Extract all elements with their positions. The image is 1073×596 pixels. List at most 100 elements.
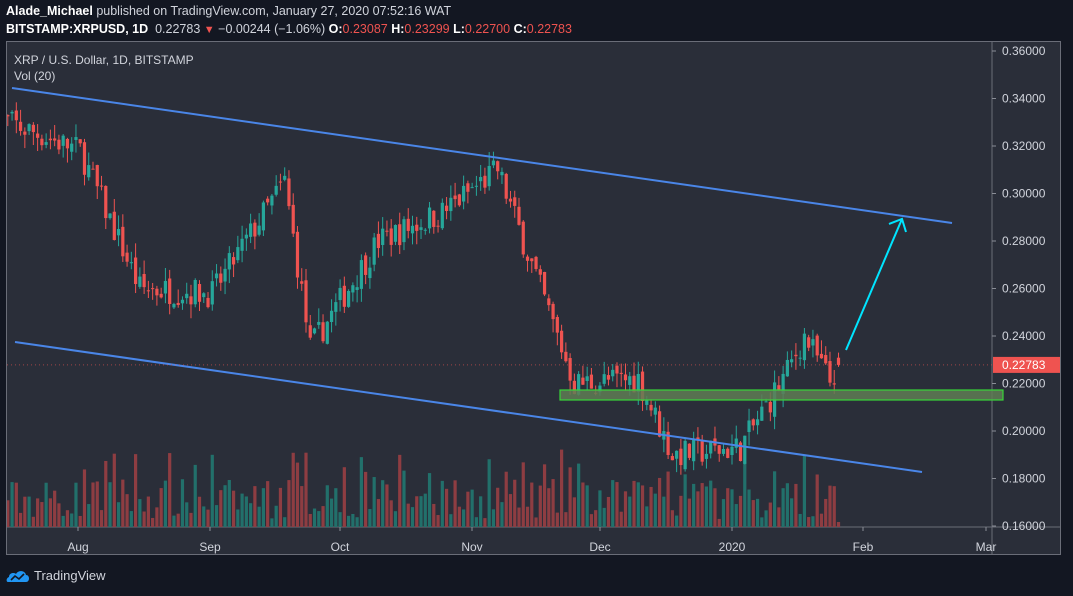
volume-bar bbox=[555, 512, 559, 527]
volume-bar bbox=[419, 496, 423, 527]
volume-bar bbox=[193, 464, 197, 527]
volume-bar bbox=[338, 512, 342, 527]
candle-body bbox=[312, 328, 317, 334]
volume-bar bbox=[334, 488, 338, 527]
volume-bar bbox=[721, 499, 726, 527]
candle-body bbox=[355, 287, 359, 290]
volume-bar bbox=[619, 511, 623, 527]
volume-bar bbox=[219, 490, 223, 527]
candle-body bbox=[687, 443, 691, 458]
volume-bar bbox=[14, 482, 18, 527]
volume-bar bbox=[270, 518, 274, 527]
volume-bar bbox=[308, 513, 312, 527]
candle-body bbox=[560, 330, 564, 353]
candle-body bbox=[436, 225, 440, 227]
candle-body bbox=[423, 229, 427, 231]
volume-bar bbox=[738, 495, 743, 527]
candle-body bbox=[197, 284, 202, 302]
chart-frame[interactable] bbox=[6, 41, 1061, 555]
volume-bar bbox=[755, 498, 760, 527]
volume-bar bbox=[717, 518, 721, 527]
volume-bar bbox=[423, 493, 427, 527]
candle-body bbox=[457, 194, 461, 206]
volume-bar bbox=[168, 453, 172, 527]
candle-body bbox=[751, 419, 755, 426]
volume-bar bbox=[61, 515, 65, 527]
volume-bar bbox=[368, 509, 372, 527]
candle-body bbox=[640, 371, 645, 401]
volume-bar bbox=[713, 488, 717, 527]
candle-body bbox=[410, 225, 415, 234]
candle-body bbox=[65, 138, 70, 149]
high-label: H: bbox=[391, 22, 405, 36]
candle-body bbox=[398, 224, 402, 246]
volume-bar bbox=[278, 487, 283, 527]
candle-body bbox=[2, 117, 5, 120]
tradingview-cloud-icon bbox=[6, 570, 29, 582]
volume-bar bbox=[23, 496, 27, 527]
candle-body bbox=[764, 401, 768, 403]
volume-bar bbox=[151, 517, 155, 527]
candle-body bbox=[70, 143, 74, 152]
volume-bar bbox=[636, 482, 640, 527]
candle-body bbox=[202, 293, 206, 298]
support-zone[interactable] bbox=[559, 389, 1004, 401]
volume-bar bbox=[65, 510, 70, 527]
candle-body bbox=[359, 260, 363, 289]
volume-bar bbox=[40, 502, 44, 527]
candle-body bbox=[819, 353, 824, 359]
volume-bar bbox=[274, 505, 278, 527]
volume-bar bbox=[197, 496, 202, 527]
candle-body bbox=[534, 256, 538, 269]
candle-body bbox=[257, 225, 261, 235]
volume-bar bbox=[402, 470, 406, 527]
legend-volume: Vol (20) bbox=[14, 69, 56, 83]
volume-bar bbox=[287, 480, 291, 527]
volume-bar bbox=[623, 491, 628, 527]
volume-bar bbox=[798, 513, 802, 527]
volume-bar bbox=[653, 493, 657, 527]
candle-body bbox=[266, 198, 270, 203]
candle-body bbox=[432, 210, 436, 227]
candle-body bbox=[240, 238, 244, 251]
open-value: 0.23087 bbox=[342, 22, 388, 36]
channel-lower-line[interactable] bbox=[14, 341, 923, 473]
target-arrow-line[interactable] bbox=[845, 218, 903, 351]
volume-bar bbox=[675, 515, 679, 527]
low-value: 0.22700 bbox=[464, 22, 511, 36]
candle-body bbox=[48, 138, 52, 141]
volume-bar bbox=[312, 508, 317, 527]
time-tick-label: Aug bbox=[67, 540, 88, 554]
candle-body bbox=[508, 198, 513, 202]
tradingview-logo[interactable]: TradingView bbox=[6, 568, 106, 583]
volume-bar bbox=[74, 482, 78, 527]
channel-upper-line[interactable] bbox=[11, 87, 953, 224]
candle-body bbox=[14, 110, 18, 121]
time-tick-label: Nov bbox=[461, 540, 482, 554]
author-name[interactable]: Alade_Michael bbox=[6, 4, 93, 18]
volume-bar bbox=[491, 509, 496, 527]
volume-bar bbox=[7, 500, 10, 527]
down-triangle-icon: ▼ bbox=[203, 24, 215, 36]
candle-body bbox=[628, 376, 632, 385]
volume-bar bbox=[662, 496, 666, 527]
candle-body bbox=[99, 185, 104, 187]
volume-bar bbox=[679, 495, 683, 527]
price-tick-label: 0.16000 bbox=[1002, 519, 1046, 533]
candle-body bbox=[389, 228, 393, 245]
candle-body bbox=[704, 453, 709, 459]
candle-body bbox=[180, 299, 185, 304]
volume-bar bbox=[670, 510, 674, 527]
volume-bar bbox=[206, 509, 210, 527]
volume-bar bbox=[466, 491, 470, 527]
arrow-head-icon bbox=[888, 217, 907, 233]
volume-bar bbox=[155, 507, 159, 527]
volume-bar bbox=[176, 513, 180, 527]
volume-bar bbox=[700, 483, 704, 527]
candle-body bbox=[74, 137, 78, 140]
candle-body bbox=[274, 185, 278, 195]
candle-body bbox=[295, 231, 300, 278]
volume-bar bbox=[121, 479, 125, 527]
candle-body bbox=[189, 296, 193, 305]
